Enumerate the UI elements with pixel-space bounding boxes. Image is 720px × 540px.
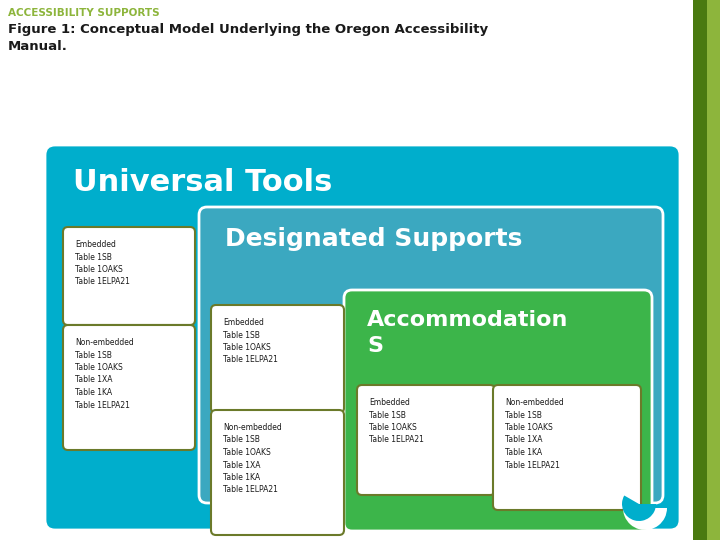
Text: ACCESSIBILITY SUPPORTS: ACCESSIBILITY SUPPORTS [8,8,160,18]
FancyBboxPatch shape [199,207,663,503]
Text: Designated Supports: Designated Supports [225,227,523,251]
FancyBboxPatch shape [493,385,641,510]
FancyBboxPatch shape [693,0,707,540]
Text: Non-embedded
Table 1SB
Table 1OAKS
Table 1XA
Table 1KA
Table 1ELPA21: Non-embedded Table 1SB Table 1OAKS Table… [223,423,282,495]
FancyBboxPatch shape [344,290,652,531]
Text: Figure 1: Conceptual Model Underlying the Oregon Accessibility
Manual.: Figure 1: Conceptual Model Underlying th… [8,23,488,52]
Text: Embedded
Table 1SB
Table 1OAKS
Table 1ELPA21: Embedded Table 1SB Table 1OAKS Table 1EL… [369,398,424,444]
FancyBboxPatch shape [211,410,344,535]
FancyBboxPatch shape [63,227,195,325]
FancyBboxPatch shape [357,385,495,495]
Wedge shape [622,496,656,521]
Text: Embedded
Table 1SB
Table 1OAKS
Table 1ELPA21: Embedded Table 1SB Table 1OAKS Table 1EL… [75,240,130,287]
FancyBboxPatch shape [45,145,680,530]
FancyBboxPatch shape [211,305,344,413]
Text: Non-embedded
Table 1SB
Table 1OAKS
Table 1XA
Table 1KA
Table 1ELPA21: Non-embedded Table 1SB Table 1OAKS Table… [75,338,134,409]
FancyBboxPatch shape [707,0,720,540]
Wedge shape [623,497,667,530]
FancyBboxPatch shape [63,325,195,450]
Text: S: S [367,336,383,356]
Text: Embedded
Table 1SB
Table 1OAKS
Table 1ELPA21: Embedded Table 1SB Table 1OAKS Table 1EL… [223,318,278,365]
Text: Non-embedded
Table 1SB
Table 1OAKS
Table 1XA
Table 1KA
Table 1ELPA21: Non-embedded Table 1SB Table 1OAKS Table… [505,398,564,469]
Text: Universal Tools: Universal Tools [73,168,333,197]
Text: Accommodation: Accommodation [367,310,568,330]
